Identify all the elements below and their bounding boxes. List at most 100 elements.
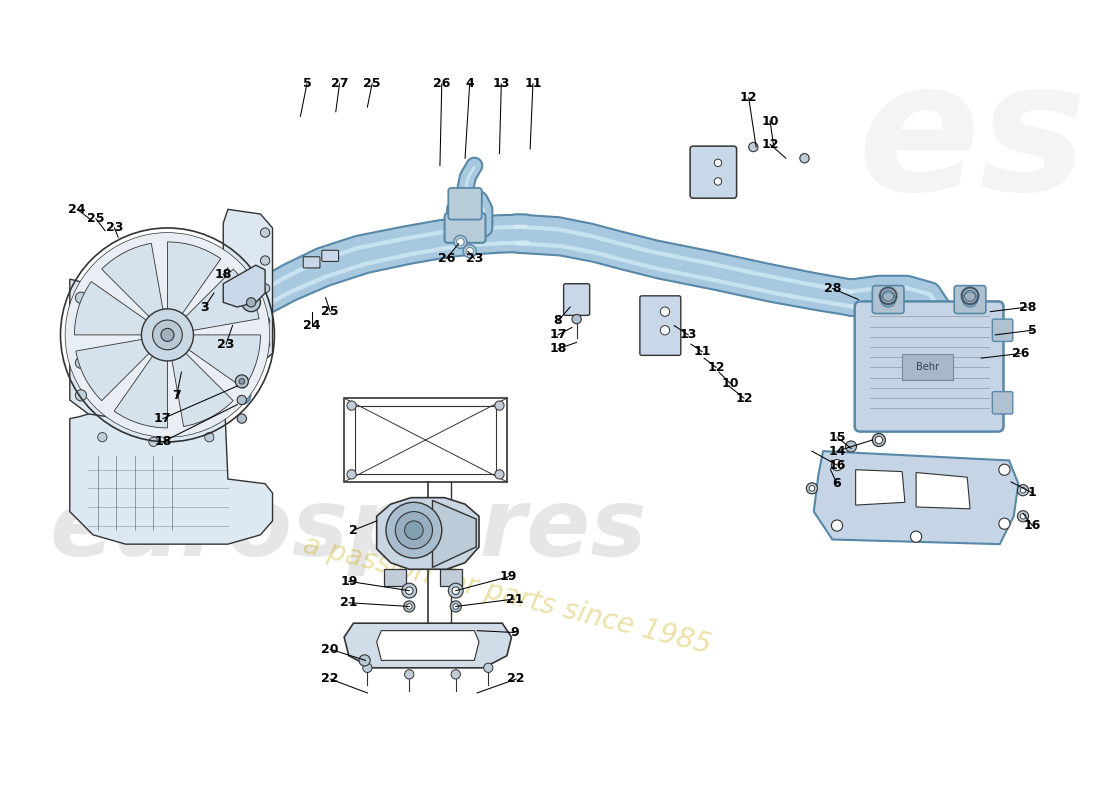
Circle shape	[495, 401, 504, 410]
Polygon shape	[856, 470, 905, 505]
FancyBboxPatch shape	[690, 146, 737, 198]
Circle shape	[1018, 485, 1028, 496]
Circle shape	[832, 520, 843, 531]
Polygon shape	[814, 451, 1019, 544]
Text: 11: 11	[525, 78, 541, 90]
Bar	[902, 354, 954, 379]
Wedge shape	[167, 242, 221, 335]
Circle shape	[261, 256, 270, 265]
Circle shape	[451, 670, 461, 679]
Circle shape	[148, 437, 158, 446]
Circle shape	[76, 358, 87, 368]
Text: 3: 3	[200, 301, 209, 314]
Polygon shape	[223, 265, 265, 307]
Text: 22: 22	[321, 673, 339, 686]
Text: 4: 4	[465, 78, 474, 90]
FancyBboxPatch shape	[563, 284, 590, 315]
Circle shape	[962, 292, 978, 307]
Circle shape	[386, 502, 442, 558]
Bar	[355, 406, 496, 474]
Circle shape	[449, 583, 463, 598]
Text: 12: 12	[761, 138, 779, 150]
Text: 5: 5	[1028, 324, 1036, 337]
Circle shape	[239, 378, 244, 384]
Text: 16: 16	[828, 458, 846, 471]
Circle shape	[161, 328, 174, 342]
Circle shape	[76, 390, 87, 401]
Circle shape	[450, 601, 461, 612]
Circle shape	[999, 518, 1010, 530]
FancyBboxPatch shape	[855, 302, 1003, 432]
Text: 14: 14	[828, 445, 846, 458]
Text: 21: 21	[506, 593, 524, 606]
Circle shape	[572, 314, 581, 324]
Text: 24: 24	[302, 319, 320, 332]
Text: 1: 1	[1028, 486, 1036, 499]
Polygon shape	[223, 210, 273, 367]
FancyBboxPatch shape	[640, 296, 681, 355]
Text: 5: 5	[302, 78, 311, 90]
Circle shape	[238, 414, 246, 423]
Text: 22: 22	[507, 673, 525, 686]
FancyBboxPatch shape	[992, 319, 1013, 342]
Wedge shape	[76, 335, 167, 401]
Text: 16: 16	[1024, 519, 1041, 532]
Polygon shape	[344, 623, 512, 668]
Circle shape	[1020, 514, 1026, 519]
Text: 18: 18	[154, 435, 172, 448]
Circle shape	[876, 436, 882, 444]
Text: 12: 12	[707, 361, 725, 374]
Circle shape	[1018, 510, 1028, 522]
Circle shape	[714, 159, 722, 166]
Circle shape	[395, 511, 432, 549]
Circle shape	[749, 142, 758, 152]
Text: 19: 19	[340, 575, 358, 588]
Wedge shape	[101, 243, 167, 335]
Text: 19: 19	[500, 570, 517, 583]
Text: eurospares: eurospares	[50, 484, 648, 576]
Text: 7: 7	[173, 389, 182, 402]
Circle shape	[246, 298, 256, 307]
Polygon shape	[69, 367, 273, 544]
Circle shape	[76, 292, 87, 303]
Circle shape	[235, 375, 249, 388]
Text: 27: 27	[331, 78, 349, 90]
Circle shape	[346, 401, 356, 410]
Circle shape	[872, 434, 886, 446]
Circle shape	[456, 238, 464, 246]
Text: 23: 23	[106, 222, 123, 234]
Circle shape	[800, 154, 810, 163]
Text: 8: 8	[553, 314, 562, 327]
Text: 25: 25	[87, 212, 104, 225]
Text: 25: 25	[363, 78, 381, 90]
Polygon shape	[916, 473, 970, 509]
Circle shape	[261, 284, 270, 293]
Text: 23: 23	[218, 338, 234, 350]
Text: 11: 11	[693, 345, 711, 358]
Text: 12: 12	[735, 392, 752, 405]
FancyBboxPatch shape	[954, 286, 986, 314]
Circle shape	[346, 470, 356, 479]
Circle shape	[402, 583, 417, 598]
Polygon shape	[376, 630, 478, 660]
Text: 23: 23	[465, 252, 483, 265]
Circle shape	[453, 604, 459, 610]
Text: 15: 15	[828, 430, 846, 444]
Circle shape	[363, 663, 372, 673]
Circle shape	[142, 309, 194, 361]
Text: 6: 6	[833, 477, 842, 490]
Wedge shape	[167, 335, 233, 426]
Circle shape	[999, 464, 1010, 475]
Text: 17: 17	[154, 412, 172, 425]
Circle shape	[495, 470, 504, 479]
Circle shape	[405, 521, 424, 539]
Wedge shape	[167, 269, 258, 335]
Text: 26: 26	[1012, 347, 1028, 360]
Bar	[440, 570, 462, 586]
FancyBboxPatch shape	[304, 257, 320, 268]
Circle shape	[660, 307, 670, 316]
Circle shape	[153, 320, 183, 350]
Text: 26: 26	[438, 252, 455, 265]
Circle shape	[1020, 487, 1026, 493]
Circle shape	[454, 235, 466, 249]
